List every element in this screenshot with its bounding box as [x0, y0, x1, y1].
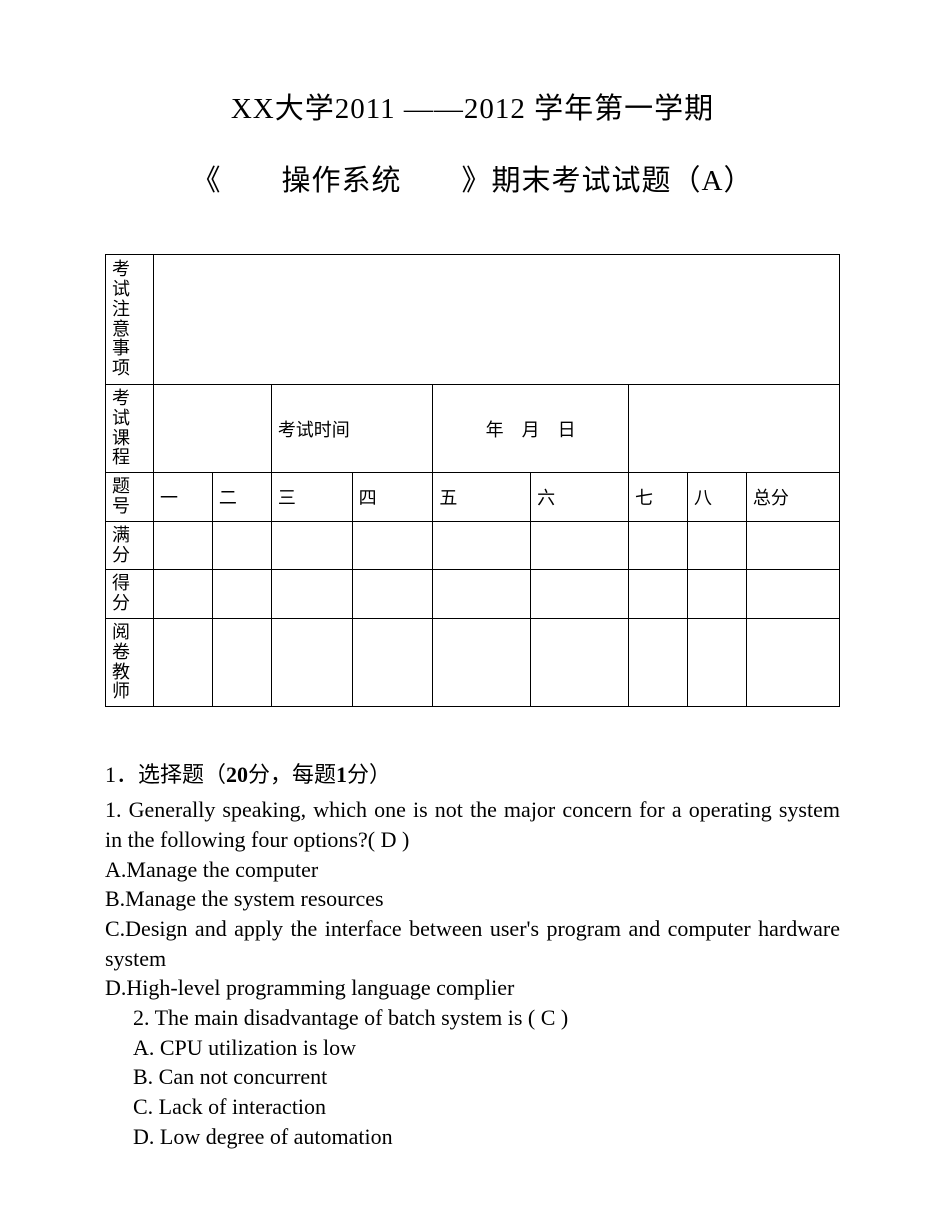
q1-option-d: D.High-level programming language compli…: [105, 973, 840, 1003]
q2-option-d: D. Low degree of automation: [105, 1122, 840, 1152]
table-row: 阅卷教师: [106, 618, 840, 706]
teacher-cell: [352, 618, 433, 706]
fullscore-cell: [687, 521, 746, 570]
section-mid: 分，每题: [248, 762, 336, 787]
score-cell: [687, 570, 746, 619]
table-row: 满分: [106, 521, 840, 570]
score-cell: [433, 570, 531, 619]
fullscore-label: 满分: [106, 521, 154, 570]
teacher-cell: [746, 618, 839, 706]
section-heading: 1．选择题（20分，每题1分）: [105, 757, 840, 789]
page-title-line1: XX大学2011 ——2012 学年第一学期: [105, 85, 840, 127]
qnum-cell: 六: [531, 473, 629, 522]
score-cell: [271, 570, 352, 619]
q1-option-b: B.Manage the system resources: [105, 884, 840, 914]
score-label: 得分: [106, 570, 154, 619]
table-row: 题号 一 二 三 四 五 六 七 八 总分: [106, 473, 840, 522]
notice-label: 考试注意事项: [106, 255, 154, 385]
qnum-cell: 三: [271, 473, 352, 522]
qnum-cell: 一: [154, 473, 213, 522]
score-cell: [212, 570, 271, 619]
teacher-cell: [629, 618, 688, 706]
fullscore-cell: [352, 521, 433, 570]
qnum-label: 题号: [106, 473, 154, 522]
table-row: 得分: [106, 570, 840, 619]
teacher-cell: [212, 618, 271, 706]
course-value: [154, 385, 272, 473]
section-bold2: 1: [336, 762, 347, 787]
teacher-cell: [687, 618, 746, 706]
q2-option-a: A. CPU utilization is low: [105, 1033, 840, 1063]
score-cell: [746, 570, 839, 619]
qnum-cell: 八: [687, 473, 746, 522]
q1-option-c: C.Design and apply the interface between…: [105, 914, 840, 973]
q2-option-c: C. Lack of interaction: [105, 1092, 840, 1122]
score-cell: [629, 570, 688, 619]
notice-cell: [154, 255, 840, 385]
teacher-cell: [433, 618, 531, 706]
time-label: 考试时间: [271, 385, 433, 473]
teacher-cell: [531, 618, 629, 706]
question-2: 2. The main disadvantage of batch system…: [105, 1003, 840, 1151]
fullscore-cell: [433, 521, 531, 570]
course-label: 考试课程: [106, 385, 154, 473]
blank-cell: [629, 385, 840, 473]
qnum-cell: 二: [212, 473, 271, 522]
table-row: 考试课程 考试时间 年 月 日: [106, 385, 840, 473]
exam-info-table: 考试注意事项 考试课程 考试时间 年 月 日 题号 一 二 三 四 五 六 七 …: [105, 254, 840, 707]
section-prefix: 1．选择题（: [105, 762, 226, 787]
fullscore-cell: [212, 521, 271, 570]
fullscore-cell: [746, 521, 839, 570]
section-suffix: 分）: [347, 762, 391, 787]
table-row: 考试注意事项: [106, 255, 840, 385]
q2-option-b: B. Can not concurrent: [105, 1062, 840, 1092]
qnum-cell: 五: [433, 473, 531, 522]
teacher-cell: [154, 618, 213, 706]
fullscore-cell: [154, 521, 213, 570]
teacher-label: 阅卷教师: [106, 618, 154, 706]
qnum-cell: 四: [352, 473, 433, 522]
score-cell: [154, 570, 213, 619]
section-bold1: 20: [226, 762, 248, 787]
fullscore-cell: [271, 521, 352, 570]
q2-stem: 2. The main disadvantage of batch system…: [105, 1003, 840, 1033]
question-1: 1. Generally speaking, which one is not …: [105, 795, 840, 1003]
qnum-cell: 七: [629, 473, 688, 522]
date-value: 年 月 日: [433, 385, 629, 473]
score-cell: [531, 570, 629, 619]
qnum-cell: 总分: [746, 473, 839, 522]
fullscore-cell: [531, 521, 629, 570]
score-cell: [352, 570, 433, 619]
q1-option-a: A.Manage the computer: [105, 855, 840, 885]
q1-stem: 1. Generally speaking, which one is not …: [105, 795, 840, 854]
fullscore-cell: [629, 521, 688, 570]
teacher-cell: [271, 618, 352, 706]
page-title-line2: 《 操作系统 》期末考试试题（A）: [105, 157, 840, 199]
